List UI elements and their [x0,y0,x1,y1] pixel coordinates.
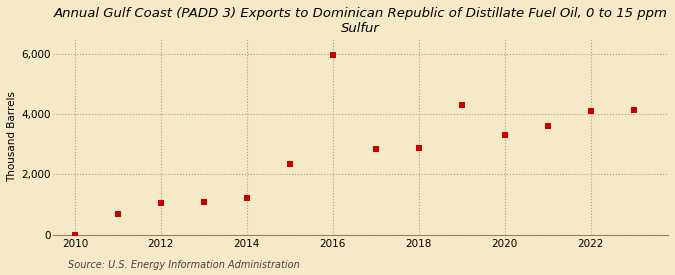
Point [371,146,381,151]
Point [500,133,510,138]
Point [242,196,252,200]
Point [284,162,295,166]
Text: Source: U.S. Energy Information Administration: Source: U.S. Energy Information Administ… [68,260,299,270]
Point [70,232,80,237]
Point [198,199,209,204]
Point [327,52,338,57]
Title: Annual Gulf Coast (PADD 3) Exports to Dominican Republic of Distillate Fuel Oil,: Annual Gulf Coast (PADD 3) Exports to Do… [54,7,668,35]
Point [542,123,553,128]
Point [628,108,639,112]
Point [413,146,424,150]
Point [155,201,166,205]
Point [456,102,467,107]
Point [113,211,124,216]
Y-axis label: Thousand Barrels: Thousand Barrels [7,91,17,182]
Point [585,109,596,114]
